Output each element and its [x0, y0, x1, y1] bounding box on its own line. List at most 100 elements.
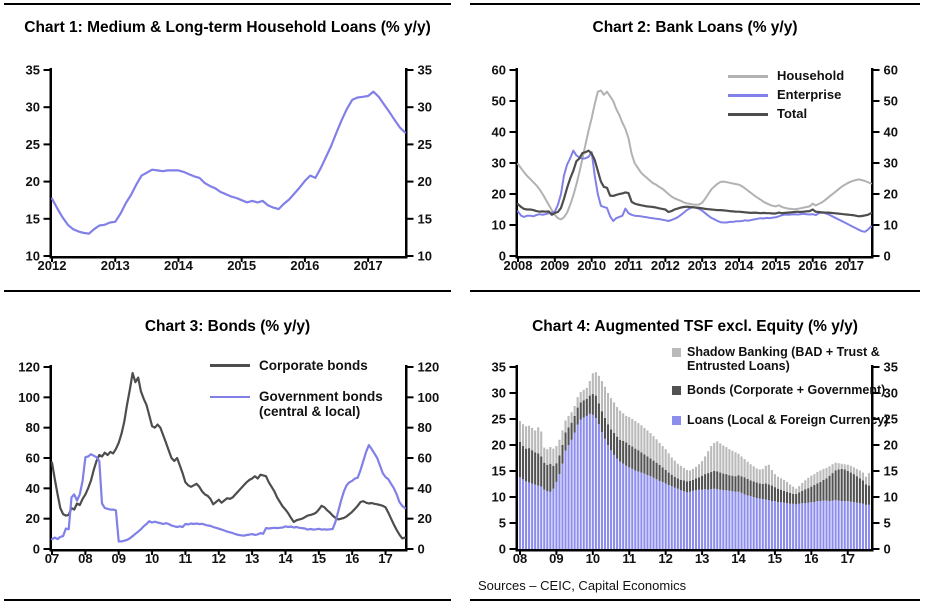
svg-text:0: 0: [499, 249, 506, 264]
svg-text:10: 10: [26, 249, 40, 264]
svg-text:25: 25: [884, 412, 898, 427]
svg-text:120: 120: [418, 360, 440, 375]
chart1-plot: 10 10 15 15 20 20 25 25 30 30 35 35 2012 2013 2014 2015…: [26, 63, 432, 274]
svg-text:2014: 2014: [725, 258, 755, 273]
svg-text:30: 30: [884, 386, 898, 401]
svg-text:15: 15: [312, 551, 326, 566]
legend-label: Corporate bonds: [259, 358, 368, 373]
svg-text:2013: 2013: [101, 258, 130, 273]
svg-text:40: 40: [26, 481, 40, 496]
chart2-plot: 0 0 10 10 20 20 30 30 40 40 50 50 60 60 2008 2009 2010 20…: [492, 63, 898, 274]
legend-label: Enterprise: [777, 87, 842, 103]
svg-text:0: 0: [884, 249, 891, 264]
svg-text:0: 0: [418, 542, 425, 557]
svg-text:2009: 2009: [540, 258, 569, 273]
svg-text:08: 08: [513, 551, 527, 566]
corporate-bonds-line-swatch: [210, 364, 250, 368]
loans-swatch: [672, 416, 681, 426]
svg-text:2012: 2012: [38, 258, 67, 273]
svg-text:13: 13: [695, 551, 709, 566]
svg-text:0: 0: [33, 542, 40, 557]
svg-text:11: 11: [622, 551, 636, 566]
svg-text:13: 13: [245, 551, 259, 566]
svg-text:35: 35: [884, 360, 898, 375]
chart3-legend: Corporate bonds Government bonds (centra…: [210, 358, 383, 435]
svg-text:17: 17: [378, 551, 392, 566]
svg-text:20: 20: [492, 187, 506, 202]
svg-text:15: 15: [26, 211, 40, 226]
sources-note: Sources – CEIC, Capital Economics: [478, 578, 687, 593]
svg-text:60: 60: [418, 451, 432, 466]
svg-text:100: 100: [18, 390, 40, 405]
legend-label: Loans (Local & Foreign Currency): [687, 413, 889, 428]
svg-text:35: 35: [418, 63, 432, 78]
legend-item-household: Household: [728, 67, 844, 86]
svg-text:2016: 2016: [798, 258, 827, 273]
legend-item-loans: Loans (Local & Foreign Currency): [672, 413, 890, 427]
svg-text:5: 5: [884, 516, 891, 531]
legend-label: Total: [777, 106, 808, 122]
panel-chart4: Chart 4: Augmented TSF excl. Equity (% y…: [470, 292, 920, 601]
svg-text:2012: 2012: [651, 258, 680, 273]
legend-item-bonds: Bonds (Corporate + Government): [672, 383, 890, 397]
svg-text:10: 10: [586, 551, 600, 566]
svg-text:2015: 2015: [227, 258, 256, 273]
svg-text:20: 20: [418, 174, 432, 189]
svg-text:14: 14: [278, 551, 293, 566]
svg-text:20: 20: [884, 438, 898, 453]
svg-text:10: 10: [884, 218, 898, 233]
legend-label-line2: (central & local): [259, 404, 361, 420]
left-column: Chart 1: Medium & Long-term Household Lo…: [4, 3, 451, 601]
svg-text:40: 40: [884, 125, 898, 140]
svg-text:35: 35: [492, 360, 506, 375]
chart4-legend: Shadow Banking (BAD + Trust & Entrusted …: [672, 345, 890, 437]
svg-text:09: 09: [549, 551, 563, 566]
chart2-title: Chart 2: Bank Loans (% y/y): [592, 19, 798, 36]
household-line-swatch: [728, 75, 768, 78]
legend-item-government-bonds: Government bonds (central & local): [210, 389, 383, 420]
svg-text:60: 60: [26, 451, 40, 466]
svg-text:17: 17: [841, 551, 855, 566]
svg-text:2011: 2011: [614, 258, 642, 273]
chart3-title: Chart 3: Bonds (% y/y): [144, 318, 311, 335]
svg-text:60: 60: [884, 63, 898, 78]
panel-chart1: Chart 1: Medium & Long-term Household Lo…: [4, 3, 451, 292]
svg-text:16: 16: [804, 551, 818, 566]
svg-text:10: 10: [418, 249, 432, 264]
legend-item-enterprise: Enterprise: [728, 86, 844, 105]
svg-text:2010: 2010: [577, 258, 606, 273]
legend-label: Shadow Banking (BAD + Trust & Entrusted …: [687, 345, 880, 374]
svg-text:10: 10: [492, 490, 506, 505]
svg-text:20: 20: [418, 511, 432, 526]
svg-text:30: 30: [418, 100, 432, 115]
chart4-plot: 0 0 5 5 10 10 15 15 20 20 25 25 30 30 35 35 08 09 10 11 12 13…: [492, 360, 898, 567]
svg-text:2014: 2014: [164, 258, 194, 273]
svg-text:15: 15: [418, 211, 432, 226]
svg-text:25: 25: [26, 137, 40, 152]
chart2-legend: Household Enterprise Total: [728, 67, 844, 124]
bonds-swatch: [672, 385, 681, 395]
svg-text:40: 40: [418, 481, 432, 496]
chart1-title: Chart 1: Medium & Long-term Household Lo…: [24, 19, 431, 36]
svg-text:10: 10: [884, 490, 898, 505]
svg-text:100: 100: [418, 390, 440, 405]
legend-item-total: Total: [728, 105, 844, 124]
svg-text:2008: 2008: [504, 258, 533, 273]
svg-text:50: 50: [492, 94, 506, 109]
svg-text:80: 80: [418, 420, 432, 435]
svg-text:15: 15: [492, 464, 506, 479]
svg-text:20: 20: [492, 438, 506, 453]
legend-item-shadow-banking: Shadow Banking (BAD + Trust & Entrusted …: [672, 345, 890, 374]
svg-text:14: 14: [731, 551, 746, 566]
svg-text:30: 30: [492, 386, 506, 401]
svg-text:11: 11: [179, 551, 193, 566]
svg-text:0: 0: [884, 542, 891, 557]
chart3-plot: 0 0 20 20 40 40 60 60 80 80 100 100 120 120 07 08 09 10 11…: [18, 360, 440, 567]
legend-label: Household: [777, 68, 845, 84]
svg-text:08: 08: [78, 551, 92, 566]
svg-text:25: 25: [418, 137, 432, 152]
svg-text:80: 80: [26, 420, 40, 435]
svg-text:50: 50: [884, 94, 898, 109]
svg-text:20: 20: [26, 174, 40, 189]
shadow-banking-swatch: [672, 348, 681, 357]
